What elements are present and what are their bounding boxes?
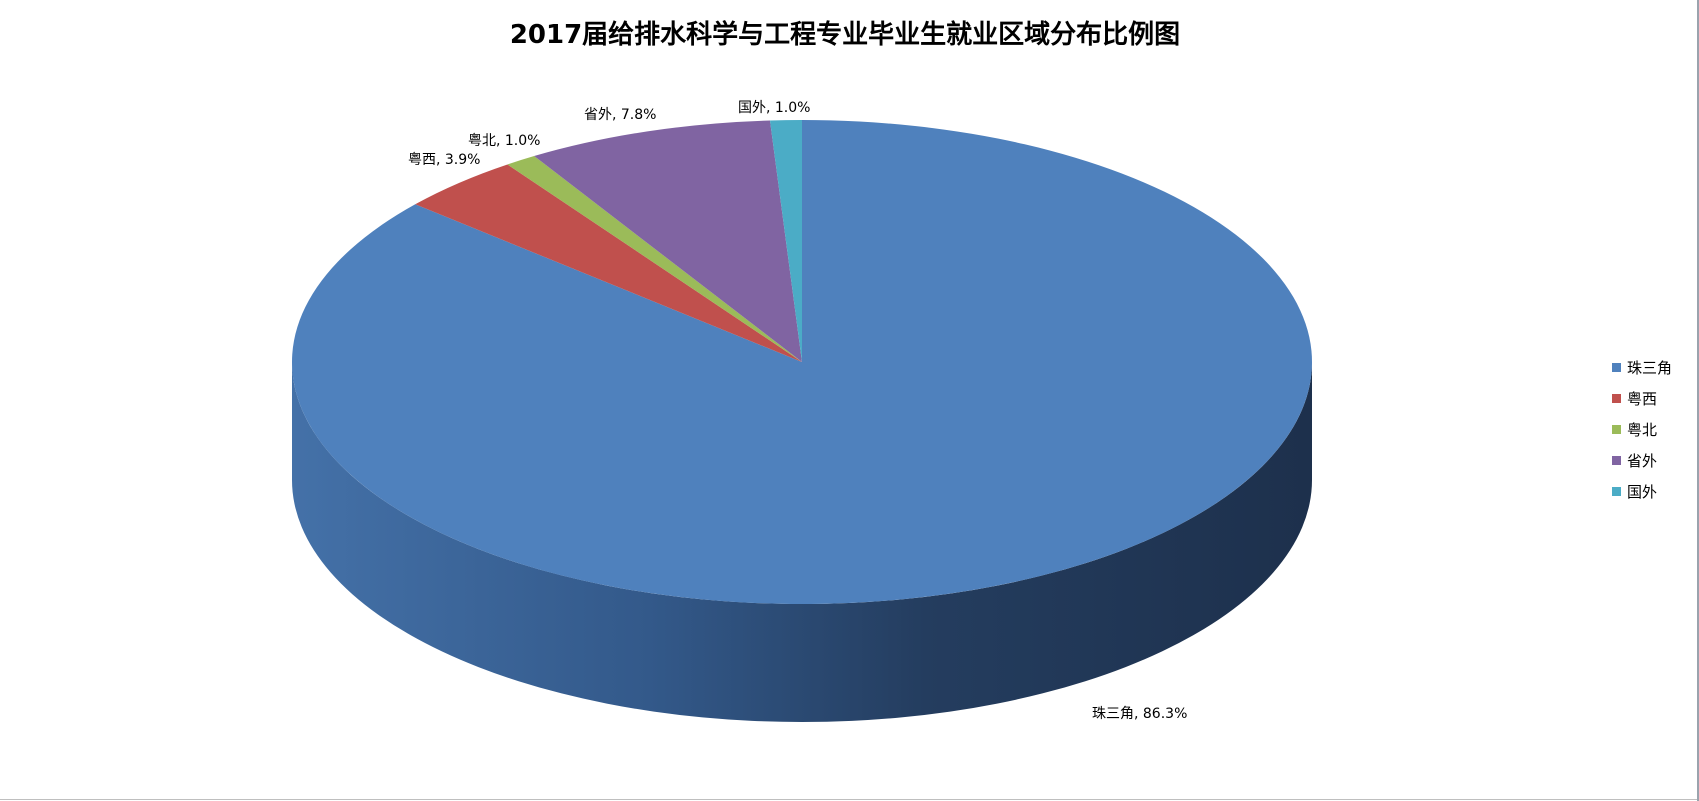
data-label-4: 国外, 1.0% (738, 100, 810, 116)
legend-swatch (1612, 487, 1621, 496)
data-label-3: 省外, 7.8% (584, 107, 656, 123)
legend-item-2: 粤北 (1612, 414, 1672, 445)
legend-label: 省外 (1627, 452, 1658, 470)
legend-item-1: 粤西 (1612, 383, 1672, 414)
data-labels: 珠三角, 86.3% 粤西, 3.9% 粤北, 1.0% 省外, 7.8% 国外, 1.… (408, 100, 1187, 722)
legend: 珠三角粤西粤北省外国外 (1612, 352, 1672, 507)
legend-swatch (1612, 425, 1621, 434)
data-label-0: 珠三角, 86.3% (1092, 706, 1187, 722)
window-edge (1697, 0, 1699, 801)
legend-swatch (1612, 363, 1621, 372)
data-label-1: 粤西, 3.9% (408, 152, 480, 168)
legend-item-0: 珠三角 (1612, 352, 1672, 383)
legend-label: 珠三角 (1627, 359, 1673, 377)
pie-side-wall (292, 362, 1312, 722)
legend-label: 粤西 (1627, 390, 1658, 408)
pie-top-face (291, 120, 1312, 604)
data-label-2: 粤北, 1.0% (468, 133, 540, 149)
legend-swatch (1612, 456, 1621, 465)
chart-title: 2017届给排水科学与工程专业毕业生就业区域分布比例图 (509, 20, 1181, 50)
pie-slice-4 (769, 120, 802, 362)
pie-slice-3 (534, 120, 802, 362)
pie-side-surface (292, 362, 1312, 722)
pie-slice-2 (507, 156, 802, 362)
legend-label: 粤北 (1627, 421, 1658, 439)
legend-item-4: 国外 (1612, 476, 1672, 507)
legend-swatch (1612, 394, 1621, 403)
legend-label: 国外 (1627, 483, 1658, 501)
pie-slice-1 (415, 164, 802, 362)
legend-item-3: 省外 (1612, 445, 1672, 476)
